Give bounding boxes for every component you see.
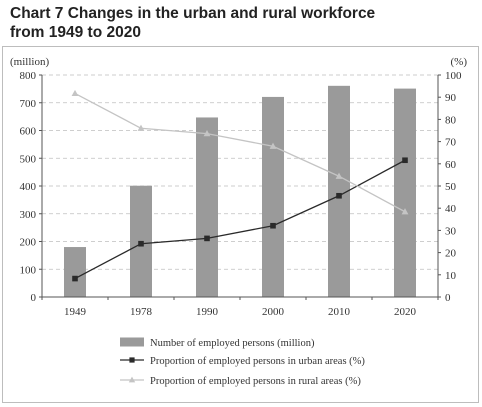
x-tick-label: 1978 (130, 306, 153, 318)
legend-label: Proportion of employed persons in rural … (150, 376, 361, 387)
point-marker (72, 275, 78, 282)
series-line (74, 92, 406, 213)
left-tick-label: 600 (20, 126, 37, 138)
right-axis-unit: (%) (451, 56, 468, 68)
legend: Number of employed persons (million) Prop… (120, 337, 365, 387)
left-tick-label: 0 (31, 292, 37, 304)
legend-label: Proportion of employed persons in urban … (150, 356, 365, 367)
point-marker (335, 172, 343, 179)
gridlines (42, 74, 438, 270)
point-marker (402, 157, 408, 164)
point-marker (269, 142, 277, 149)
right-tick-label: 80 (445, 114, 457, 126)
left-tick-label: 700 (20, 98, 37, 110)
left-axis-unit: (million) (10, 56, 49, 68)
right-tick-label: 50 (445, 181, 457, 193)
bar-series (64, 85, 416, 298)
right-tick-label: 0 (445, 292, 451, 304)
point-marker (137, 124, 145, 131)
point-marker (71, 89, 79, 97)
left-tick-label: 300 (20, 209, 37, 221)
series-line (74, 159, 406, 280)
chart-title-line2: from 1949 to 2020 (10, 24, 141, 41)
left-tick-label: 200 (20, 237, 37, 249)
left-tick-label: 500 (20, 153, 37, 165)
chart-title-line1: Chart 7 Changes in the urban and rural w… (10, 5, 376, 22)
point-marker (336, 192, 342, 199)
x-tick-label: 2010 (328, 306, 351, 318)
left-tick-label: 800 (20, 70, 37, 82)
left-tick-label: 100 (20, 264, 37, 276)
chart-frame (2, 46, 479, 403)
bar (64, 247, 86, 297)
x-tick-label: 2000 (262, 306, 285, 318)
left-tick-label: 400 (20, 181, 37, 193)
legend-swatch-bar (120, 337, 144, 347)
point-marker (203, 130, 211, 137)
right-tick-label: 20 (445, 248, 457, 260)
bar (196, 117, 218, 298)
legend-label: Number of employed persons (million) (150, 338, 315, 349)
axes: 0 100 200 300 400 500 600 700 800 0 10 20 30 40 50 60 70… (10, 56, 467, 318)
right-tick-label: 10 (445, 270, 457, 282)
right-tick-label: 30 (445, 225, 457, 237)
line-series (71, 89, 409, 282)
legend-marker (128, 376, 136, 383)
right-tick-label: 70 (445, 137, 457, 149)
x-tick-label: 1949 (64, 306, 87, 318)
x-tick-label: 2020 (394, 306, 417, 318)
point-marker (270, 222, 276, 229)
chart-title: Chart 7 Changes in the urban and rural w… (10, 4, 450, 42)
right-tick-label: 100 (445, 70, 462, 82)
right-tick-label: 90 (445, 92, 457, 104)
right-tick-label: 60 (445, 159, 457, 171)
point-marker (138, 240, 144, 247)
bar (328, 85, 350, 297)
bar (262, 96, 284, 297)
legend-marker (129, 357, 135, 363)
point-marker (204, 235, 210, 242)
point-marker (401, 208, 409, 215)
bar (394, 88, 416, 297)
x-tick-label: 1990 (196, 306, 219, 318)
right-tick-label: 40 (445, 203, 457, 215)
